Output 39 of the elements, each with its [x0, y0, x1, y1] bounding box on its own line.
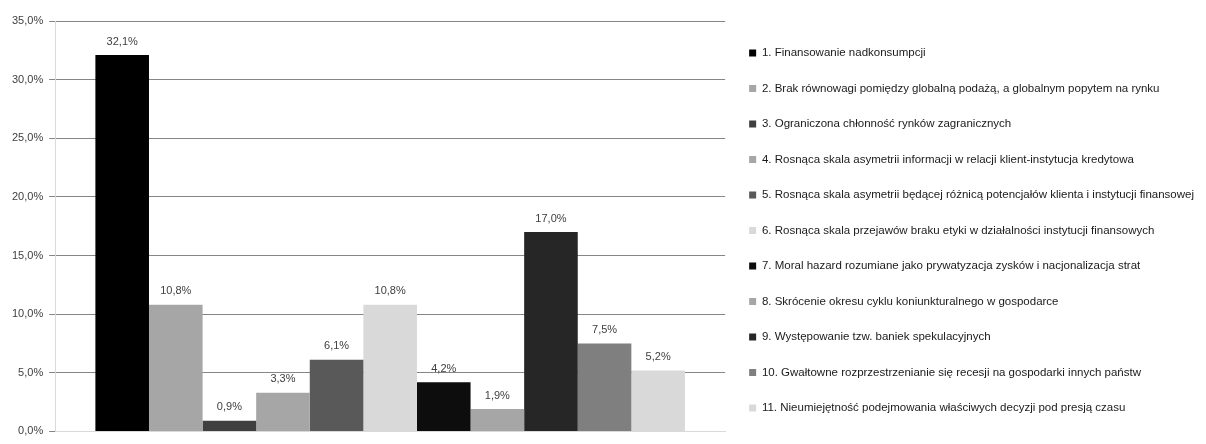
data-label: 0,9% — [216, 400, 243, 413]
bar — [577, 343, 632, 431]
legend-label: 10. Gwałtowne rozprzestrzenianie się recesji na gospodarki innych państw — [761, 365, 1142, 378]
legend-label: 5. Rosnąca skala asymetrii będącej różnicą potencjałów klienta i instytucji finansowej — [761, 188, 1195, 201]
legend-label: 11. Nieumiejętność podejmowania właściwych decyzji pod presją czasu — [761, 401, 1126, 414]
bar — [256, 392, 310, 431]
data-label: 5,2% — [645, 349, 671, 362]
legend-label: 9. Występowanie tzw. baniek spekulacyjnych — [761, 330, 991, 343]
bar — [95, 55, 149, 431]
data-label: 6,1% — [324, 339, 350, 352]
legend-label: 6. Rosnąca skala przejawów braku etyki w działalności instytucji finansowych — [761, 223, 1155, 236]
legend-label: 7. Moral hazard rozumiane jako prywatyzacja zysków i nacjonalizacja strat — [761, 259, 1142, 272]
legend-label: 8. Skrócenie okresu cyklu koniunkturalnego w gospodarce — [761, 294, 1059, 307]
data-label: 10,8% — [374, 284, 406, 297]
data-label: 7,5% — [592, 322, 618, 335]
y-tick-label: 5,0% — [18, 365, 44, 378]
data-label: 10,8% — [160, 284, 192, 297]
bar — [202, 420, 257, 431]
bar — [524, 232, 578, 431]
y-tick-label: 0,0% — [18, 424, 44, 437]
y-tick-label: 25,0% — [11, 131, 44, 144]
y-tick-label: 10,0% — [11, 307, 44, 320]
legend-label: 3. Ograniczona chłonność rynków zagranicznych — [761, 117, 1012, 130]
bar — [470, 409, 525, 431]
data-label: 3,3% — [270, 372, 296, 385]
y-tick-label: 35,0% — [11, 14, 44, 27]
data-label: 17,0% — [535, 211, 567, 224]
y-tick-label: 15,0% — [11, 248, 44, 261]
legend-label: 2. Brak równowagi pomiędzy globalną podażą, a globalnym popytem na rynku — [761, 81, 1160, 94]
data-label: 1,9% — [484, 388, 511, 401]
data-label: 32,1% — [106, 34, 138, 47]
y-tick-label: 20,0% — [11, 189, 44, 202]
bar — [416, 382, 471, 431]
bar — [148, 304, 203, 431]
data-label: 4,2% — [431, 361, 457, 374]
bar — [309, 359, 364, 431]
y-tick-label: 30,0% — [11, 72, 44, 85]
legend-label: 4. Rosnąca skala asymetrii informacji w relacji klient-instytucja kredytowa — [761, 152, 1135, 165]
legend-label: 1. Finansowanie nadkonsumpcji — [761, 46, 926, 59]
